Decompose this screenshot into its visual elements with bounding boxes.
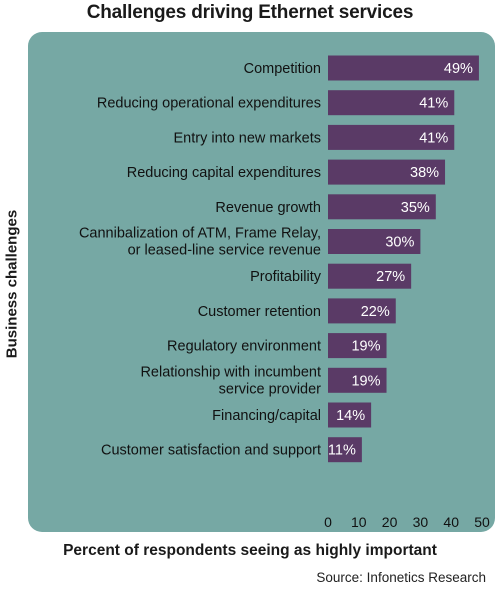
bar	[328, 124, 455, 150]
bar-value-label: 41%	[419, 130, 448, 146]
chart-title: Challenges driving Ethernet services	[86, 2, 414, 23]
bar-value-label: 49%	[444, 61, 473, 77]
x-tick-label: 50	[474, 514, 490, 530]
source-note: Source: Infonetics Research	[316, 570, 486, 585]
bar-value-label: 19%	[351, 373, 380, 389]
category-label: Profitability	[250, 269, 322, 285]
category-label: Regulatory environment	[167, 339, 321, 355]
category-label: Entry into new markets	[174, 130, 321, 146]
bar-value-label: 22%	[361, 304, 390, 320]
x-axis-label: Percent of respondents seeing as highly …	[63, 542, 437, 559]
bar-value-label: 11%	[328, 443, 356, 459]
bar	[328, 194, 436, 220]
bar-value-label: 14%	[336, 408, 365, 424]
x-tick-label: 20	[382, 514, 398, 530]
category-label: Reducing operational expenditures	[97, 96, 321, 112]
x-tick-label: 40	[443, 514, 459, 530]
bar-value-label: 27%	[376, 269, 405, 285]
category-label: Customer retention	[198, 304, 321, 320]
category-label: Cannibalization of ATM, Frame Relay, or l…	[79, 226, 321, 259]
bar	[328, 367, 387, 393]
category-label: Customer satisfaction and support	[101, 443, 321, 459]
category-label: Revenue growth	[215, 200, 321, 216]
bar-value-label: 30%	[385, 235, 414, 251]
bar-value-label: 38%	[410, 165, 439, 181]
category-label: Financing/capital	[212, 408, 321, 424]
chart-panel	[28, 32, 495, 532]
bar-value-label: 19%	[351, 339, 380, 355]
bar	[328, 159, 446, 185]
category-label: Relationship with incumbent service provi…	[140, 364, 321, 397]
bar	[328, 298, 396, 324]
bar	[328, 90, 455, 116]
category-label: Reducing capital expenditures	[127, 165, 321, 181]
bar	[328, 437, 362, 463]
bar-value-label: 35%	[401, 200, 430, 216]
bar	[328, 263, 412, 289]
x-tick-label: 0	[324, 514, 332, 530]
category-label: Competition	[244, 61, 321, 77]
bar	[328, 229, 421, 254]
bar	[328, 402, 372, 428]
bar-value-label: 41%	[419, 96, 448, 112]
bar	[328, 55, 479, 81]
bar	[328, 333, 387, 359]
x-tick-label: 10	[351, 514, 367, 530]
x-tick-label: 30	[413, 514, 429, 530]
